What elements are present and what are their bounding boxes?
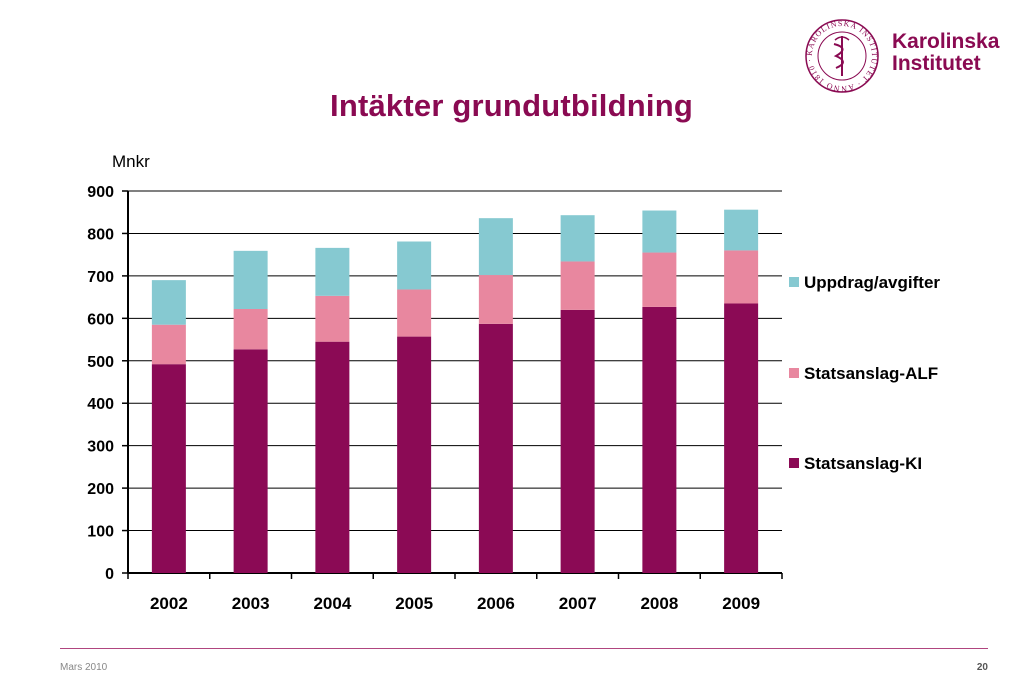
legend-label: Statsanslag-KI — [804, 454, 922, 473]
bar-segment — [315, 247, 350, 296]
y-tick-label: 800 — [87, 226, 114, 243]
x-tick-label: 2006 — [477, 594, 515, 613]
bar-segment — [478, 275, 513, 324]
bar-segment — [560, 309, 595, 573]
legend-label: Uppdrag/avgifter — [804, 273, 940, 292]
y-tick-label: 200 — [87, 481, 114, 498]
bar-segment — [151, 280, 186, 325]
y-tick-label: 500 — [87, 354, 114, 371]
x-tick-label: 2004 — [313, 594, 351, 613]
bar-segment — [560, 215, 595, 262]
footer-date: Mars 2010 — [60, 662, 108, 673]
bar-segment — [233, 308, 268, 350]
bar-segment — [642, 210, 677, 253]
legend-swatch — [789, 277, 799, 287]
footer-divider — [60, 648, 988, 649]
bar-segment — [397, 289, 432, 337]
logo-wordmark: Karolinska Institutet — [892, 31, 999, 75]
karolinska-seal-icon: KAROLINSKA INSTITUTET · ANNO 1810 · — [805, 19, 879, 93]
x-tick-label: 2005 — [395, 594, 433, 613]
bar-segment — [397, 241, 432, 290]
bar-segment — [151, 364, 186, 573]
bar-segment — [478, 323, 513, 573]
x-tick-label: 2008 — [640, 594, 678, 613]
y-tick-label: 300 — [87, 439, 114, 456]
y-tick-label: 900 — [87, 184, 114, 201]
logo-line-1: Karolinska — [892, 30, 1000, 53]
x-tick-label: 2007 — [559, 594, 597, 613]
y-tick-label: 0 — [105, 566, 114, 583]
bar-segment — [315, 341, 350, 573]
y-tick-label: 100 — [87, 524, 114, 541]
bar-segment — [233, 250, 268, 309]
bar-segment — [478, 218, 513, 276]
x-tick-label: 2002 — [150, 594, 188, 613]
bar-segment — [560, 261, 595, 310]
y-tick-label: 400 — [87, 396, 114, 413]
slide-title: Intäkter grundutbildning — [330, 88, 693, 123]
y-tick-label: 600 — [87, 311, 114, 328]
bar-segment — [315, 295, 350, 342]
logo-line-2: Institutet — [892, 52, 981, 75]
bar-segment — [642, 252, 677, 307]
x-tick-label: 2009 — [722, 594, 760, 613]
bar-segment — [724, 250, 759, 304]
bar-segment — [397, 336, 432, 573]
x-tick-label: 2003 — [232, 594, 270, 613]
legend-swatch — [789, 458, 799, 468]
bar-segment — [233, 349, 268, 573]
y-tick-label: 700 — [87, 269, 114, 286]
legend-label: Statsanslag-ALF — [804, 364, 938, 383]
page-number: 20 — [976, 662, 988, 673]
y-axis-label: Mnkr — [112, 152, 150, 171]
bar-segment — [724, 303, 759, 573]
bar-segment — [724, 209, 759, 251]
legend-swatch — [789, 368, 799, 378]
bar-segment — [151, 324, 186, 365]
bar-segment — [642, 306, 677, 573]
